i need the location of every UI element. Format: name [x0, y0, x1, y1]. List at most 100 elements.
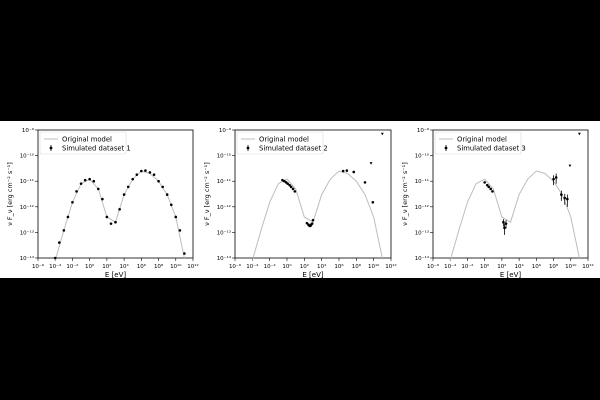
chart-panel-3: 10⁻⁶ 10⁻⁴ 10⁻² 10⁰ 10² 10⁴ 10⁶ 10⁸ 10¹⁰ 10¹² 10⁻¹⁴… [401, 127, 594, 279]
x-tick-label: 10¹⁰ [170, 263, 182, 270]
data-point [157, 179, 160, 183]
data-point [281, 178, 284, 182]
axes-frame [37, 129, 194, 259]
legend-box [236, 131, 324, 155]
data-point [288, 183, 291, 187]
data-point [289, 185, 293, 189]
y-tick-label: 10⁻¹¹ [415, 178, 429, 185]
y-axis-label: ν F_ν [erg cm⁻² s⁻¹] [203, 162, 211, 226]
data-point [169, 203, 173, 207]
y-tick-label: 10⁻¹² [415, 204, 429, 211]
data-point [286, 182, 289, 185]
data-point [131, 177, 135, 181]
data-point [66, 215, 70, 219]
data-point [92, 179, 96, 183]
x-tick-label: 10² [300, 263, 309, 270]
x-tick-label: 10⁰ [85, 263, 95, 270]
data-point [183, 252, 186, 255]
x-tick-label: 10⁻⁴ [246, 263, 259, 270]
upper-limit-marker [380, 132, 384, 136]
data-point [293, 190, 297, 193]
data-point [118, 207, 121, 211]
data-point [126, 185, 130, 189]
data-point [88, 177, 91, 181]
x-tick-label: 10⁻⁴ [444, 263, 457, 270]
data-point [504, 222, 508, 225]
x-tick-label: 10⁸ [549, 263, 559, 270]
figure: 10⁻⁶ 10⁻⁴ 10⁻² 10⁰ 10² 10⁴ 10⁶ 10⁸ 10¹⁰ 10¹² 10⁻¹⁴… [0, 121, 600, 279]
y-axis-label: ν F_ν [erg cm⁻² s⁻¹] [6, 162, 14, 226]
data-point [502, 220, 505, 224]
x-axis-label: E [eV] [105, 271, 126, 278]
x-tick-label: 10⁻² [461, 263, 473, 270]
data-point [174, 215, 178, 219]
legend-model-label: Original model [62, 136, 112, 144]
y-tick-label: 10⁻⁹ [417, 127, 429, 134]
data-point [58, 241, 61, 244]
data-point [140, 169, 143, 173]
y-tick-label: 10⁻¹² [20, 204, 34, 211]
data-point [79, 182, 83, 185]
chart-panel-2: 10⁻⁶ 10⁻⁴ 10⁻² 10⁰ 10² 10⁴ 10⁶ 10⁸ 10¹⁰ 10¹² 10⁻¹⁴… [203, 127, 397, 279]
y-tick-label: 10⁻¹² [217, 204, 231, 211]
x-tick-label: 10⁸ [352, 263, 362, 270]
x-tick-label: 10⁻² [66, 263, 78, 270]
data-point [554, 176, 558, 179]
upper-limit-marker [568, 164, 572, 168]
axes-frame [234, 129, 392, 259]
data-point [371, 200, 375, 204]
data-point [563, 196, 567, 200]
data-point [485, 183, 489, 187]
x-tick-label: 10⁶ [334, 263, 344, 270]
data-point [83, 178, 87, 182]
legend-box [434, 131, 522, 155]
y-tick-label: 10⁻¹⁴ [20, 255, 35, 262]
upper-limit-marker [369, 162, 373, 165]
data-point [62, 229, 66, 232]
y-tick-label: 10⁻¹⁰ [415, 153, 430, 160]
y-tick-label: 10⁻¹³ [415, 229, 429, 236]
data-point [122, 193, 126, 196]
data-point [363, 181, 367, 184]
data-point [487, 185, 491, 189]
data-point [352, 170, 356, 174]
x-tick-label: 10⁻⁴ [49, 263, 62, 270]
data-point [152, 173, 156, 176]
y-tick-label: 10⁻¹³ [217, 229, 231, 236]
legend-box [39, 131, 127, 155]
data-point [165, 193, 169, 196]
x-tick-label: 10¹² [187, 263, 198, 270]
x-tick-label: 10⁰ [480, 263, 490, 270]
data-point [161, 185, 164, 189]
x-tick-label: 10⁴ [120, 263, 130, 270]
y-tick-label: 10⁻¹³ [20, 229, 34, 236]
legend-data-label: Simulated dataset 3 [457, 145, 526, 153]
legend-data-label: Simulated dataset 2 [259, 145, 328, 153]
x-tick-label: 10¹⁰ [368, 263, 380, 270]
data-point [178, 229, 182, 232]
x-tick-label: 10⁸ [154, 263, 164, 270]
data-point [75, 190, 78, 193]
data-point [71, 200, 74, 204]
x-tick-label: 10⁻⁶ [229, 263, 242, 270]
x-tick-label: 10⁴ [515, 263, 525, 270]
legend-data-label: Simulated dataset 1 [62, 145, 131, 153]
x-axis-label: E [eV] [302, 271, 323, 278]
data-point [148, 171, 152, 174]
data-point [560, 193, 563, 196]
data-point [105, 215, 109, 219]
model-curve [449, 170, 580, 261]
x-tick-label: 10⁶ [137, 263, 147, 270]
legend-model-label: Original model [457, 136, 507, 144]
y-tick-label: 10⁻⁹ [219, 127, 231, 134]
legend-data-swatch [49, 146, 53, 150]
x-tick-label: 10² [497, 263, 506, 270]
x-tick-label: 10⁴ [317, 263, 327, 270]
x-tick-label: 10⁰ [282, 263, 292, 270]
data-point [101, 197, 104, 201]
data-point [311, 218, 315, 222]
x-tick-label: 10² [102, 263, 111, 270]
data-point [552, 177, 555, 181]
y-tick-label: 10⁻¹¹ [217, 178, 231, 185]
y-axis-label: ν F_ν [erg cm⁻² s⁻¹] [401, 162, 409, 226]
